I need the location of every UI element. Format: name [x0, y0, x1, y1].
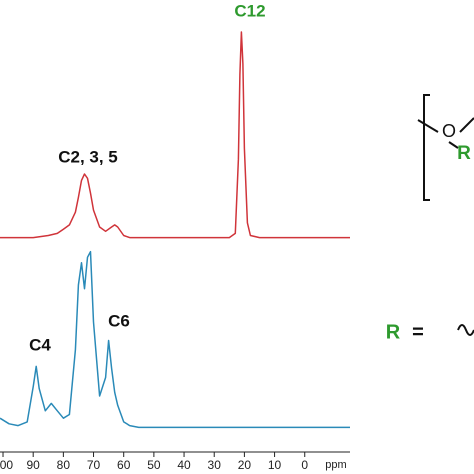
x-tick-label: 60: [117, 458, 131, 472]
peak-label: C6: [108, 311, 130, 330]
group-label: R: [457, 143, 471, 164]
spectrum-line: [0, 250, 350, 429]
x-tick-label: 0: [301, 458, 308, 472]
peak-label: C2, 3, 5: [58, 147, 118, 166]
bond: [459, 117, 474, 133]
spectrum-line: [0, 31, 350, 239]
x-tick-label: 30: [208, 458, 222, 472]
definition-sign: =: [412, 321, 424, 343]
bracket: [423, 94, 430, 201]
atom-label: O: [442, 121, 456, 141]
squiggle: [457, 324, 474, 336]
x-tick-label: 100: [0, 458, 13, 472]
x-tick-label: 40: [177, 458, 191, 472]
x-tick-label: 80: [57, 458, 71, 472]
definition-group: R: [386, 321, 401, 343]
x-tick-label: 90: [27, 458, 41, 472]
bond: [417, 119, 439, 133]
x-axis-label: ppm: [325, 459, 346, 471]
peak-label: C12: [234, 1, 265, 20]
structure: [417, 94, 474, 336]
x-tick-label: 10: [268, 458, 282, 472]
x-tick-label: 50: [147, 458, 161, 472]
bond: [448, 141, 459, 149]
peak-label: C4: [29, 335, 51, 354]
x-tick-label: 70: [87, 458, 101, 472]
x-tick-label: 20: [238, 458, 252, 472]
